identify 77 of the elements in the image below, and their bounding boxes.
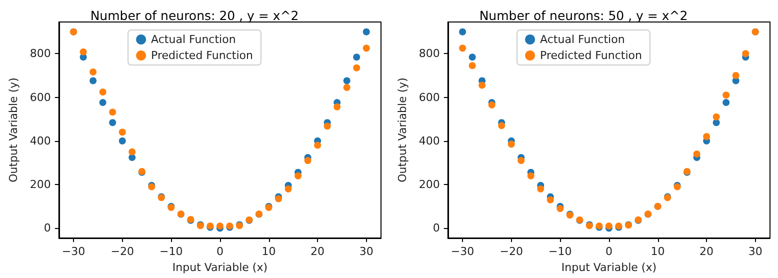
point bbox=[459, 28, 466, 36]
point bbox=[527, 172, 534, 180]
point bbox=[732, 72, 740, 79]
y-tick-label: 400 bbox=[418, 134, 440, 148]
point bbox=[343, 84, 350, 91]
point bbox=[90, 68, 97, 76]
legend-label: Actual Function bbox=[540, 33, 625, 46]
point bbox=[128, 148, 136, 156]
point bbox=[459, 44, 466, 52]
point bbox=[703, 133, 710, 140]
point bbox=[334, 103, 341, 110]
point bbox=[742, 50, 750, 58]
point bbox=[712, 113, 720, 120]
point bbox=[294, 172, 302, 180]
point bbox=[722, 99, 730, 106]
point bbox=[537, 185, 544, 192]
point bbox=[314, 142, 322, 149]
x-tick-label: 20 bbox=[700, 245, 714, 258]
y-tick-label: 200 bbox=[30, 178, 51, 192]
x-tick-label: 10 bbox=[650, 245, 665, 258]
point bbox=[353, 54, 360, 61]
point bbox=[498, 122, 506, 130]
y-tick-label: 0 bbox=[44, 222, 51, 235]
point bbox=[284, 185, 292, 192]
x-tick-label: −10 bbox=[548, 245, 572, 258]
legend-label: Predicted Function bbox=[540, 49, 642, 62]
x-tick-label: −20 bbox=[500, 245, 523, 258]
y-axis-title: Output Variable (y) bbox=[7, 78, 20, 182]
x-tick-label: −30 bbox=[62, 245, 86, 258]
legend-label: Actual Function bbox=[151, 33, 236, 46]
x-tick-label: 0 bbox=[605, 245, 612, 258]
legend-label: Predicted Function bbox=[151, 49, 253, 62]
y-axis-title: Output Variable (y) bbox=[396, 78, 409, 182]
point bbox=[304, 157, 312, 164]
point bbox=[109, 108, 116, 116]
y-tick-label: 600 bbox=[30, 90, 51, 104]
point bbox=[109, 119, 116, 126]
point bbox=[90, 77, 97, 84]
point bbox=[343, 77, 350, 84]
point bbox=[118, 137, 126, 144]
point bbox=[118, 128, 126, 136]
point bbox=[468, 62, 476, 70]
point bbox=[518, 157, 525, 164]
point bbox=[99, 99, 106, 106]
x-tick-label: −10 bbox=[160, 245, 183, 258]
y-tick-label: 800 bbox=[418, 47, 440, 60]
y-tick-label: 400 bbox=[30, 134, 51, 148]
point bbox=[508, 140, 515, 148]
point bbox=[216, 222, 224, 230]
point bbox=[128, 154, 136, 161]
y-tick-label: 800 bbox=[30, 47, 51, 60]
point bbox=[693, 150, 700, 158]
y-tick-label: 0 bbox=[432, 222, 440, 235]
point bbox=[722, 92, 730, 99]
x-tick-label: 30 bbox=[359, 245, 374, 258]
x-tick-label: −20 bbox=[110, 245, 134, 258]
x-tick-label: 10 bbox=[262, 245, 276, 258]
x-tick-label: −30 bbox=[450, 245, 474, 258]
point bbox=[80, 48, 87, 56]
point bbox=[478, 82, 486, 89]
x-tick-label: 20 bbox=[310, 245, 325, 258]
point bbox=[353, 64, 360, 72]
point bbox=[324, 122, 331, 130]
point bbox=[556, 205, 564, 212]
y-tick-label: 200 bbox=[418, 178, 440, 192]
point bbox=[546, 196, 554, 204]
point bbox=[362, 44, 370, 52]
x-axis-title: Input Variable (x) bbox=[172, 261, 268, 274]
x-tick-label: 0 bbox=[216, 245, 224, 258]
point bbox=[605, 222, 612, 230]
point bbox=[99, 88, 106, 96]
point bbox=[488, 101, 496, 108]
x-axis-title: Input Variable (x) bbox=[561, 261, 657, 274]
y-tick-label: 600 bbox=[418, 90, 440, 104]
x-tick-label: 30 bbox=[748, 245, 762, 258]
point bbox=[468, 54, 476, 61]
point bbox=[362, 28, 370, 36]
